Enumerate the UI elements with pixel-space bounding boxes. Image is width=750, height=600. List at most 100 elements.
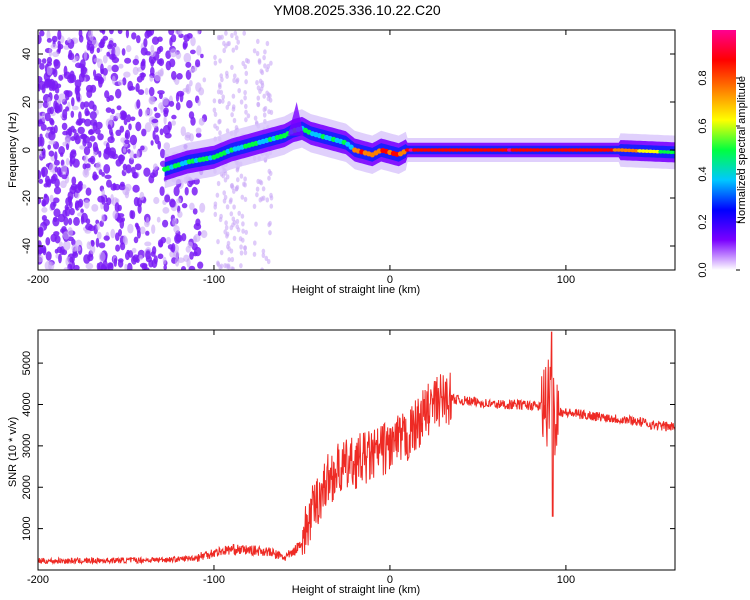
noise-speck [246,58,251,64]
noise-speck [186,33,193,39]
noise-speck [114,202,120,213]
noise-speck [46,38,53,43]
noise-speck [48,261,55,270]
noise-speck [53,186,62,195]
noise-speck [135,83,140,93]
noise-speck [265,197,270,203]
noise-speck [49,194,54,203]
snr-x-tick-label: -100 [203,574,225,586]
noise-speck [227,40,231,47]
noise-speck [200,53,204,59]
noise-speck [188,265,196,270]
noise-speck [38,245,44,254]
noise-speck [231,106,236,112]
noise-speck [225,73,229,79]
noise-speck [265,40,270,47]
noise-speck [225,204,230,210]
noise-speck [190,36,196,47]
noise-speck [213,111,218,117]
noise-speck [243,176,247,182]
noise-speck [65,197,72,206]
noise-speck [63,240,71,251]
noise-speck [160,104,164,114]
noise-speck [225,104,230,110]
noise-speck [269,60,273,66]
noise-speck [38,137,43,147]
noise-speck [164,194,171,203]
noise-speck [58,74,64,81]
noise-speck [46,61,52,67]
noise-speck [235,224,239,230]
noise-speck [95,161,102,171]
ridge-cell [570,148,576,152]
noise-speck [231,266,235,270]
noise-speck [57,40,61,46]
noise-speck [216,260,220,266]
noise-speck [90,240,95,247]
noise-speck [222,190,226,196]
noise-speck [141,128,147,137]
spectrogram-y-tick-label: 20 [21,96,33,108]
noise-speck [243,196,248,202]
noise-speck [85,187,92,196]
noise-speck [159,128,164,136]
noise-speck [61,226,67,232]
noise-speck [217,98,222,104]
noise-speck [80,66,88,75]
spectrogram-y-label: Frequency (Hz) [7,112,19,188]
noise-speck [140,72,145,81]
ridge-cell [672,150,675,155]
noise-speck [130,210,136,220]
noise-speck [108,40,114,48]
noise-speck [122,235,127,243]
noise-speck [227,257,231,263]
noise-speck [256,95,261,101]
noise-speck [145,230,150,236]
noise-speck [126,114,131,123]
noise-speck [236,39,240,45]
noise-speck [123,118,128,126]
noise-speck [175,102,181,111]
noise-speck [107,64,113,72]
noise-speck [215,192,220,198]
snr-y-tick-label: 3000 [21,434,33,458]
noise-speck [140,47,148,56]
noise-speck [235,35,239,41]
colorbar-tick-label: 0.2 [697,214,709,229]
noise-speck [50,201,56,211]
noise-speck [132,184,140,193]
noise-speck [220,34,224,40]
noise-speck [162,207,170,214]
noise-speck [224,220,228,226]
noise-speck [239,250,244,256]
noise-speck [268,93,272,99]
noise-speck [174,233,182,244]
noise-speck [261,248,266,254]
noise-speck [164,132,172,139]
noise-speck [50,233,57,243]
noise-speck [107,124,112,130]
noise-speck [131,32,137,40]
noise-speck [180,126,186,137]
noise-speck [54,151,58,161]
noise-speck [169,48,178,58]
noise-speck [80,208,84,214]
noise-speck [96,222,100,231]
noise-speck [72,158,80,168]
noise-speck [78,30,83,38]
noise-speck [136,35,141,44]
noise-speck [69,158,73,167]
noise-speck [63,90,70,96]
noise-speck [173,186,180,197]
noise-speck [74,245,81,252]
noise-speck [234,45,239,51]
noise-speck [268,220,272,226]
noise-speck [79,145,85,150]
noise-speck [52,197,60,204]
noise-speck [212,98,217,104]
noise-speck [255,38,260,45]
noise-speck [67,37,72,43]
noise-speck [132,58,139,66]
noise-speck [149,75,154,82]
